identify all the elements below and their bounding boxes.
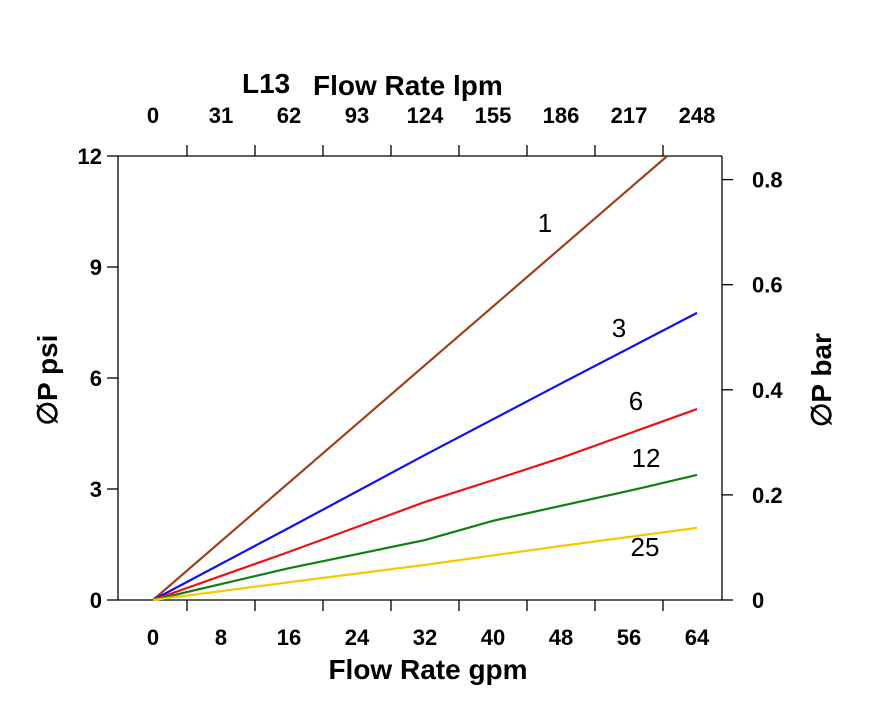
chart-title: L13 — [242, 68, 290, 99]
x2-tick-label: 31 — [209, 103, 233, 128]
x2-tick-label: 62 — [277, 103, 301, 128]
y2-tick-label: 0.6 — [752, 273, 783, 298]
series-label-6: 6 — [629, 386, 643, 416]
x-tick-label: 8 — [215, 625, 227, 650]
axes — [107, 145, 733, 611]
x2-tick-label: 124 — [407, 103, 444, 128]
series-line-6 — [152, 408, 698, 602]
x2-axis-title: Flow Rate lpm — [313, 70, 503, 101]
series-label-3: 3 — [612, 313, 626, 343]
series-line-1 — [152, 155, 668, 601]
y-tick-label: 9 — [90, 255, 102, 280]
x2-tick-label: 0 — [147, 103, 159, 128]
y2-tick-label: 0.8 — [752, 168, 783, 193]
x2-tick-label: 217 — [611, 103, 648, 128]
series-lines — [152, 155, 698, 602]
y2-tick-label: 0.2 — [752, 483, 783, 508]
y-tick-label: 0 — [90, 588, 102, 613]
x2-tick-label: 93 — [345, 103, 369, 128]
y-tick-label: 6 — [90, 366, 102, 391]
y-tick-label: 12 — [78, 144, 102, 169]
x-tick-label: 24 — [345, 625, 370, 650]
series-label-12: 12 — [632, 443, 661, 473]
y2-tick-label: 0 — [752, 588, 764, 613]
x-tick-label: 40 — [481, 625, 505, 650]
y-tick-label: 3 — [90, 477, 102, 502]
series-line-3 — [152, 311, 698, 601]
x-tick-label: 0 — [147, 625, 159, 650]
x2-tick-label: 186 — [543, 103, 580, 128]
x2-tick-label: 248 — [679, 103, 716, 128]
x-tick-label: 16 — [277, 625, 301, 650]
x-tick-label: 32 — [413, 625, 437, 650]
x-tick-label: 56 — [617, 625, 641, 650]
x-axis-title: Flow Rate gpm — [328, 654, 527, 685]
y2-tick-label: 0.4 — [752, 378, 783, 403]
series-line-25 — [152, 526, 698, 602]
tick-labels: 0 8 16 24 32 40 48 56 640 31 62 93 124 155 186 217 24803… — [78, 103, 784, 650]
series-line-12 — [152, 473, 698, 602]
series-label-1: 1 — [538, 208, 552, 238]
x2-tick-label: 155 — [475, 103, 512, 128]
y-axis-title: ∅P psi — [32, 335, 63, 426]
x-tick-label: 48 — [549, 625, 573, 650]
y2-axis-title: ∅P bar — [806, 333, 837, 427]
series-label-25: 25 — [631, 532, 660, 562]
x-tick-label: 64 — [685, 625, 710, 650]
